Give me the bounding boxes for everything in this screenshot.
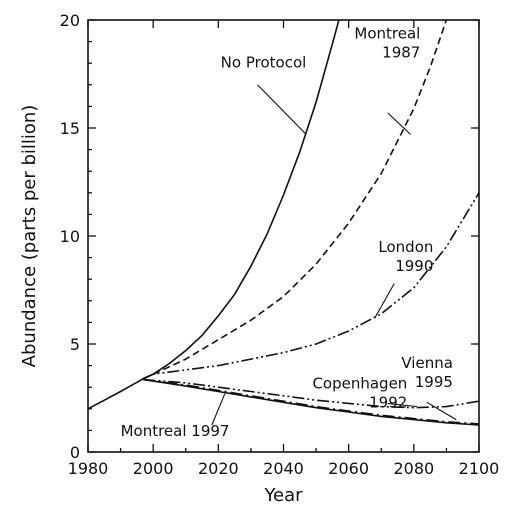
annotation-leader-vienna-1995 xyxy=(426,401,457,421)
x-tick-label-2080: 2080 xyxy=(393,459,434,478)
annotation-label-montreal-1987-line2: 1987 xyxy=(382,43,420,61)
series-line-montreal-1997 xyxy=(143,378,480,426)
x-tick-label-2060: 2060 xyxy=(328,459,369,478)
annotation-label-montreal-1997: Montreal 1997 xyxy=(121,422,230,440)
y-tick-label-20: 20 xyxy=(60,11,80,30)
annotation-label-london-1990-line2: 1990 xyxy=(395,257,433,275)
annotation-label-vienna-1995-line2: 1995 xyxy=(415,373,453,391)
annotation-label-copenhagen-1992-line2: 1992 xyxy=(369,393,407,411)
series-line-no-protocol xyxy=(87,19,340,410)
annotation-leader-london-1990 xyxy=(374,283,395,319)
y-tick-label-10: 10 xyxy=(60,227,80,246)
x-tick-label-2100: 2100 xyxy=(459,459,500,478)
x-tick-label-1980: 1980 xyxy=(68,459,109,478)
annotation-leader-no-protocol xyxy=(257,84,307,135)
annotation-leaders xyxy=(211,84,457,426)
y-tick-label-5: 5 xyxy=(70,335,80,354)
annotation-label-london-1990-line1: London xyxy=(378,238,433,256)
y-tick-label-15: 15 xyxy=(60,119,80,138)
x-tick-label-2040: 2040 xyxy=(263,459,304,478)
series-layer xyxy=(87,19,480,426)
annotation-leader-montreal-1987 xyxy=(387,112,411,135)
annotation-label-copenhagen-1992-line1: Copenhagen xyxy=(312,374,407,392)
annotation-label-no-protocol: No Protocol xyxy=(221,54,307,72)
x-tick-label-2020: 2020 xyxy=(198,459,239,478)
series-line-london-1990 xyxy=(143,192,480,380)
x-tick-label-2000: 2000 xyxy=(133,459,174,478)
x-axis-label: Year xyxy=(263,485,303,506)
annotation-labels: No ProtocolMontreal1987London1990Vienna1… xyxy=(121,24,453,439)
annotation-label-montreal-1987-line1: Montreal xyxy=(354,24,420,42)
annotation-leader-copenhagen-1992 xyxy=(387,402,418,408)
series-line-montreal-1987 xyxy=(143,19,448,380)
series-line-copenhagen-1992 xyxy=(143,378,480,409)
annotation-label-vienna-1995-line1: Vienna xyxy=(401,354,453,372)
y-tick-label-0: 0 xyxy=(70,443,80,462)
axis-ticks: 1980 2000 2020 2040 2060 2080 2100 0 5 10 15 20 xyxy=(60,11,500,478)
annotation-leader-montreal-1997 xyxy=(211,393,226,426)
y-axis-label: Abundance (parts per billion) xyxy=(19,105,40,368)
